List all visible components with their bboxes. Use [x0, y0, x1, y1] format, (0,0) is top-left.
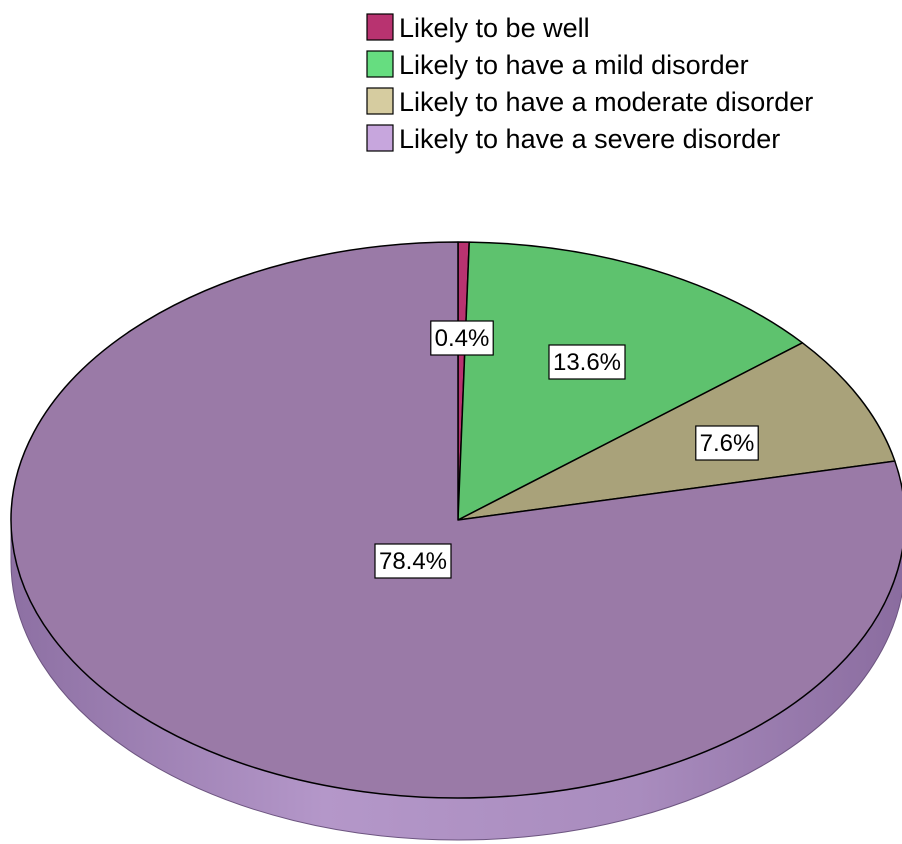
data-label-likely-to-have-a-moderate-disorder: 7.6% — [695, 425, 759, 461]
legend-item-likely-to-have-a-severe-disorder: Likely to have a severe disorder — [366, 124, 780, 154]
legend-swatch — [366, 13, 394, 41]
data-label-likely-to-be-well: 0.4% — [430, 320, 494, 356]
legend-swatch — [366, 50, 394, 78]
data-label-box — [548, 344, 626, 380]
pie-slice-likely-to-have-a-mild-disorder — [457, 241, 804, 521]
data-label-text: 78.4% — [379, 548, 447, 575]
legend-item-likely-to-have-a-moderate-disorder: Likely to have a moderate disorder — [366, 87, 813, 117]
legend-item-likely-to-be-well: Likely to be well — [366, 13, 590, 43]
data-label-likely-to-have-a-mild-disorder: 13.6% — [548, 344, 626, 380]
data-label-box — [695, 425, 759, 461]
data-label-likely-to-have-a-severe-disorder: 78.4% — [374, 543, 452, 579]
data-label-text: 13.6% — [553, 349, 621, 376]
legend-label: Likely to have a moderate disorder — [399, 87, 813, 117]
data-label-box — [374, 543, 452, 579]
data-label-box — [430, 320, 494, 356]
legend-item-likely-to-have-a-mild-disorder: Likely to have a mild disorder — [366, 50, 749, 80]
legend-label: Likely to have a severe disorder — [399, 124, 780, 154]
data-label-text: 7.6% — [700, 430, 755, 457]
legend-label: Likely to be well — [399, 13, 590, 43]
legend-swatch — [366, 87, 394, 115]
data-label-text: 0.4% — [435, 325, 490, 352]
pie-slices — [10, 241, 902, 799]
legend-label: Likely to have a mild disorder — [399, 50, 749, 80]
pie-slice-likely-to-have-a-severe-disorder — [10, 241, 902, 799]
legend-swatch — [366, 124, 394, 152]
legend: Likely to be well Likely to have a mild d… — [366, 13, 813, 154]
data-labels: 0.4% 13.6% 7.6% 78.4% — [374, 320, 759, 579]
